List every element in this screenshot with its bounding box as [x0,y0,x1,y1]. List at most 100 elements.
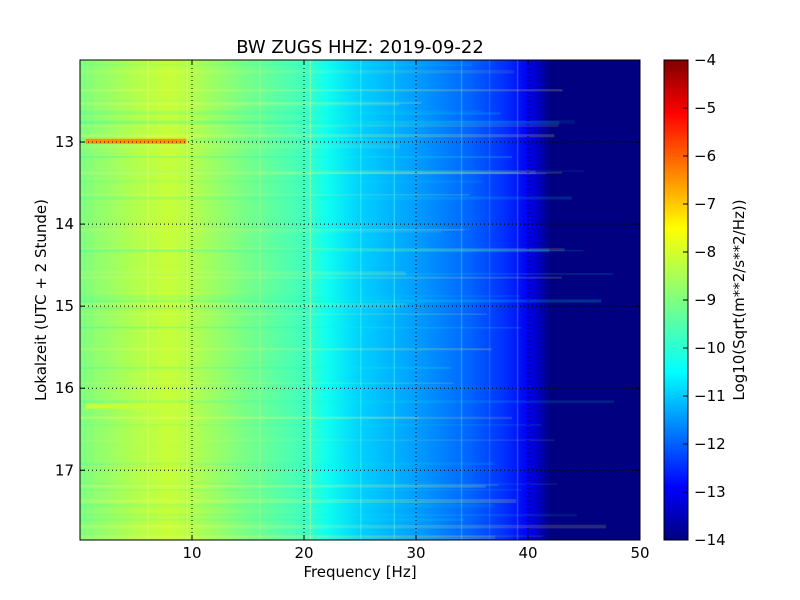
x-tick-label: 40 [518,544,537,562]
x-tick-label: 20 [294,544,313,562]
texture-band [80,503,494,508]
spectrogram-texture [80,60,615,540]
x-tick-label: 50 [630,544,649,562]
frequency-line [516,60,519,540]
texture-band [80,483,558,485]
texture-band [80,99,405,102]
texture-band [80,139,389,142]
texture-band [80,276,562,279]
grid-lines [80,60,640,540]
texture-band [80,524,606,529]
texture-band [80,416,513,420]
texture-band [80,144,400,149]
texture-band [80,499,517,504]
texture-band [80,89,563,92]
texture-band [80,228,471,231]
texture-band [80,172,547,175]
texture-band [80,103,400,106]
texture-band [80,121,560,125]
texture-band [80,424,542,426]
colorbar-tick-label: −13 [694,483,726,501]
texture-band [80,535,543,537]
texture-band [80,63,473,67]
y-tick-label: 16 [55,379,74,397]
texture-band [80,180,483,183]
frequency-line [309,60,312,540]
y-axis-label: Lokalzeit (UTC + 2 Stunde) [32,199,50,401]
texture-band [80,326,394,329]
texture-band [80,229,464,231]
spectrogram-features [85,138,187,409]
texture-band [80,230,443,233]
texture-band [80,134,555,138]
texture-band [80,295,520,297]
y-tick-label: 15 [55,297,74,315]
colorbar-tick-label: −4 [694,51,716,69]
frequency-line [259,60,261,540]
texture-band [80,535,496,540]
texture-band [80,156,513,159]
colorbar: −4 −5 −6 −7 −8 −9 −10 −11 −12 −13 −14 Log10(Sqrt(m… [663,51,748,549]
texture-band [80,400,615,404]
texture-band [80,273,613,275]
frequency-line [460,60,463,540]
x-tick-label: 10 [182,544,201,562]
texture-band [80,249,584,252]
texture-band [80,297,401,299]
colorbar-tick-label: −8 [694,243,716,261]
texture-band [80,120,575,124]
texture-band [80,313,488,315]
colorbar-tick-label: −7 [694,195,716,213]
texture-band [80,70,515,74]
y-tick-label: 13 [55,133,74,151]
texture-band [80,110,484,112]
texture-band [80,514,577,517]
x-axis: 10 20 30 40 50 [182,60,650,562]
frequency-line [393,60,396,540]
texture-band [80,484,499,487]
colorbar-tick-label: −5 [694,99,716,117]
texture-band [80,303,407,307]
colorbar-ticks: −4 −5 −6 −7 −8 −9 −10 −11 −12 −13 −14 [683,51,726,549]
texture-band [80,124,559,128]
texture-band [80,348,492,351]
event-band [85,403,187,409]
texture-band [80,170,536,175]
event-band [85,138,187,144]
texture-band [80,171,517,174]
texture-band [80,170,584,172]
texture-band [80,171,563,174]
frequency-line [147,60,149,540]
texture-band [80,489,522,491]
y-tick-label: 14 [55,215,74,233]
frequency-line [488,60,491,540]
chart-title: BW ZUGS HHZ: 2019-09-22 [236,37,484,58]
colorbar-tick-label: −6 [694,147,716,165]
frequency-line [360,60,362,540]
texture-band [80,327,522,329]
x-axis-label: Frequency [Hz] [303,563,416,581]
texture-band [80,271,406,276]
texture-band [80,101,422,104]
y-tick-label: 17 [55,461,74,479]
texture-band [80,462,495,465]
texture-band [80,416,420,419]
colorbar-tick-label: −14 [694,531,726,549]
texture-band [80,299,602,303]
colorbar-tick-label: −9 [694,291,716,309]
texture-band [80,485,486,488]
texture-band [80,439,555,442]
texture-band [80,382,455,385]
texture-band [80,518,465,521]
texture-band [80,193,470,196]
texture-band [80,366,452,369]
frequency-line [186,60,188,540]
texture-band [80,306,397,310]
texture-band [80,196,572,200]
plot-area [79,59,641,541]
colorbar-tick-label: −10 [694,339,726,357]
colorbar-label: Log10(Sqrt(m**2/s**2/Hz)) [730,199,748,400]
plot-frame [79,59,641,541]
y-axis: 13 14 15 16 17 [55,133,640,479]
